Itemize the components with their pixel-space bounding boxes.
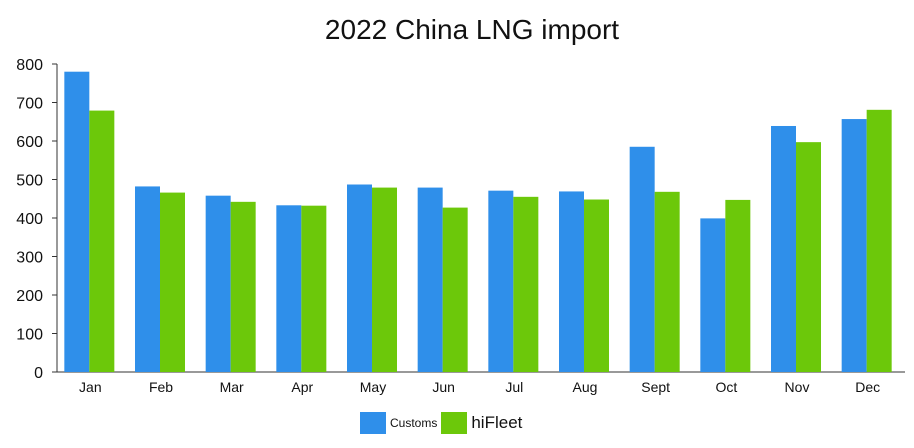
y-tick-label: 600 (16, 134, 43, 151)
bar-customs-apr (276, 205, 302, 372)
x-tick-label: Nov (785, 379, 810, 395)
x-tick-label: May (360, 379, 386, 395)
legend-swatch-hifleet (441, 412, 468, 434)
bar-hifleet-jul (513, 196, 539, 372)
bar-customs-dec (841, 119, 867, 373)
bar-customs-sept (629, 146, 655, 372)
bar-hifleet-sept (654, 191, 680, 372)
x-tick-label: Feb (149, 379, 173, 395)
bar-hifleet-dec (866, 109, 892, 372)
bar-customs-mar (205, 195, 231, 372)
legend: Customs hiFleet (360, 412, 522, 434)
legend-label-hifleet: hiFleet (471, 413, 523, 432)
x-tick-label: Aug (573, 379, 598, 395)
bar-hifleet-jan (89, 110, 115, 373)
bar-customs-aug (559, 191, 584, 372)
bar-customs-jul (488, 190, 514, 372)
x-tick-label: Mar (220, 379, 244, 395)
bar-hifleet-apr (301, 205, 327, 372)
bar-hifleet-oct (725, 199, 751, 372)
bar-customs-nov (771, 125, 796, 372)
bar-customs-may (347, 184, 372, 372)
bar-hifleet-jun (442, 207, 468, 372)
chart-title: 2022 China LNG import (324, 14, 620, 45)
x-tick-label: Sept (641, 379, 670, 395)
y-tick-label: 0 (34, 365, 43, 382)
bar-customs-jun (417, 187, 443, 372)
x-tick-label: Dec (855, 379, 880, 395)
bar-customs-jan (64, 71, 90, 372)
x-tick-label: Jun (432, 379, 455, 395)
y-tick-label: 400 (16, 211, 43, 228)
legend-label-customs: Customs (390, 416, 438, 430)
bar-hifleet-mar (230, 201, 256, 372)
y-tick-label: 100 (16, 327, 43, 344)
bar-hifleet-may (372, 187, 397, 372)
bar-hifleet-feb (160, 192, 185, 372)
x-tick-label: Apr (291, 379, 313, 395)
x-tick-label: Jul (505, 379, 523, 395)
x-tick-label: Jan (79, 379, 102, 395)
bar-customs-feb (135, 186, 160, 372)
y-tick-label: 300 (16, 250, 43, 267)
y-tick-label: 200 (16, 288, 43, 305)
y-tick-label: 700 (16, 96, 43, 113)
bar-customs-oct (700, 218, 726, 372)
bar-hifleet-nov (796, 142, 821, 372)
y-tick-label: 800 (16, 57, 43, 74)
y-tick-label: 500 (16, 173, 43, 190)
x-tick-label: Oct (715, 379, 737, 395)
legend-swatch-customs (360, 412, 386, 434)
bar-hifleet-aug (584, 199, 609, 372)
